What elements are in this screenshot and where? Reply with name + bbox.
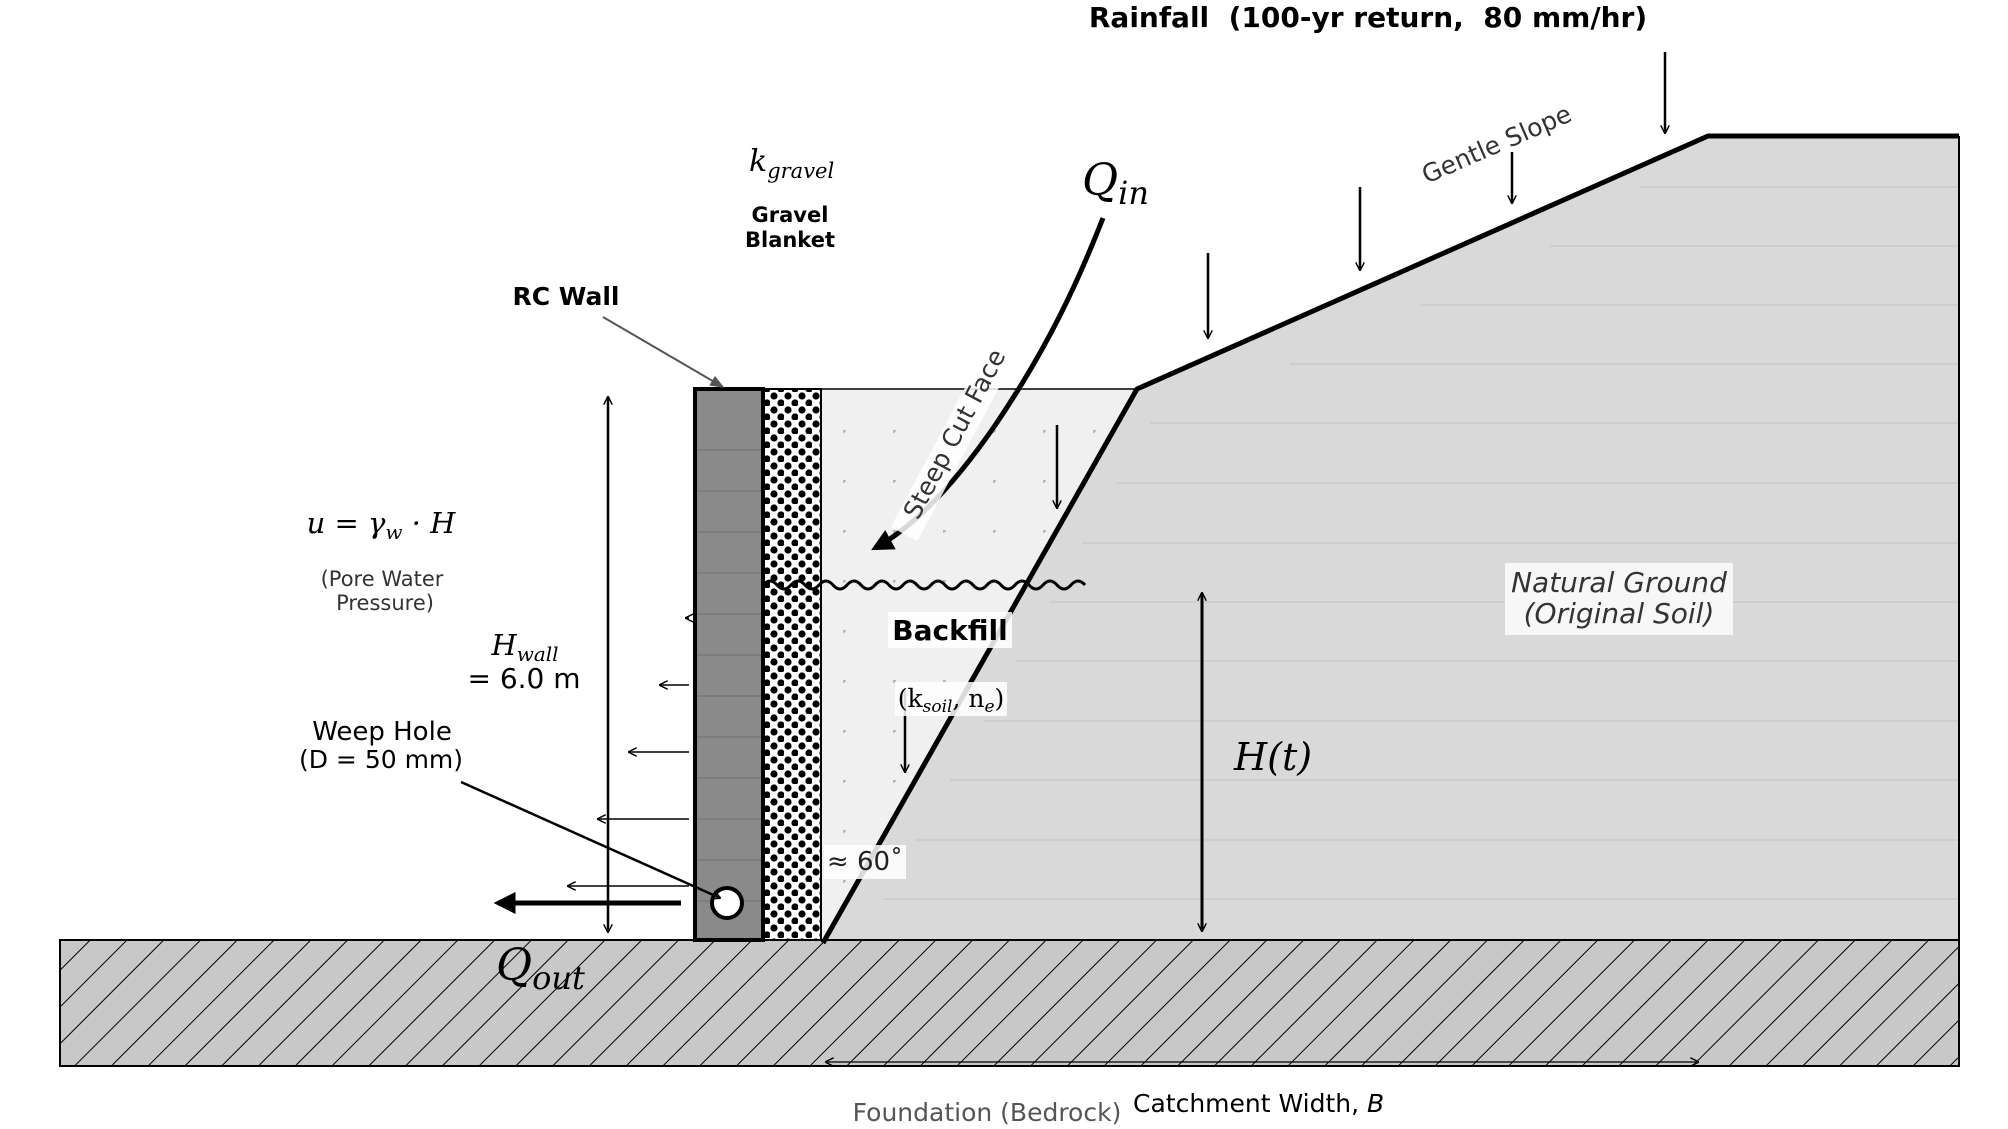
k-gravel-label: kgravel (749, 144, 834, 183)
backfill-label-background (888, 612, 1012, 648)
natural-ground-region (823, 136, 1959, 943)
weep-hole-label-line1: Weep Hole (312, 717, 452, 747)
natural-ground-label-background (1505, 563, 1733, 635)
weep-hole (710, 886, 744, 920)
gravel-blanket-label-line2: Blanket (745, 228, 835, 252)
natural-ground-label-line1: Natural Ground (1511, 566, 1727, 599)
rc-wall-leader (602, 316, 725, 388)
cut-angle-label: ≈ 60˚ (827, 847, 903, 877)
natural-ground-label-line2: (Original Soil) (1524, 597, 1715, 630)
pore-pressure-caption-line2: Pressure) (336, 591, 434, 615)
ground-surface-profile (820, 133, 1959, 945)
catchment-width-label: Catchment Width, B (1133, 1089, 1384, 1118)
weep-hole-label-line2: (D = 50 mm) (299, 745, 463, 774)
gentle-slope-label: Gentle Slope (1417, 99, 1575, 189)
gravel-blanket-label-line1: Gravel (752, 203, 829, 227)
pore-pressure-formula: u = γw · H (307, 506, 457, 544)
q-out-label: Qout (496, 940, 585, 997)
backfill-params-label: (ksoil, ne) (898, 684, 1005, 717)
weep-hole-leader (460, 780, 720, 898)
pore-pressure-caption-line1: (Pore Water (321, 567, 444, 591)
rainfall-label: Rainfall (100-yr return, 80 mm/hr) (1089, 1, 1647, 34)
natural-ground-stratification (883, 186, 1959, 900)
q-in-label: Qin (1082, 155, 1149, 212)
rc-wall (693, 387, 765, 942)
rc-wall-label: RC Wall (513, 282, 620, 311)
backfill-params-background (895, 682, 1007, 716)
angle-label-background (824, 845, 906, 879)
rc-wall-joints (697, 449, 761, 902)
wall-height-symbol: Hwall (490, 628, 558, 666)
wall-height-value: = 6.0 m (467, 662, 580, 695)
pore-pressure-arrows (568, 618, 689, 886)
backfill-label: Backfill (892, 614, 1007, 647)
rainfall-arrows (905, 52, 1665, 772)
foundation-label: Foundation (Bedrock) (853, 1098, 1122, 1127)
bedrock-foundation (59, 939, 1960, 1067)
water-table-line (761, 579, 1087, 591)
water-level-symbol: H(t) (1233, 735, 1312, 779)
gravel-blanket (762, 388, 822, 941)
